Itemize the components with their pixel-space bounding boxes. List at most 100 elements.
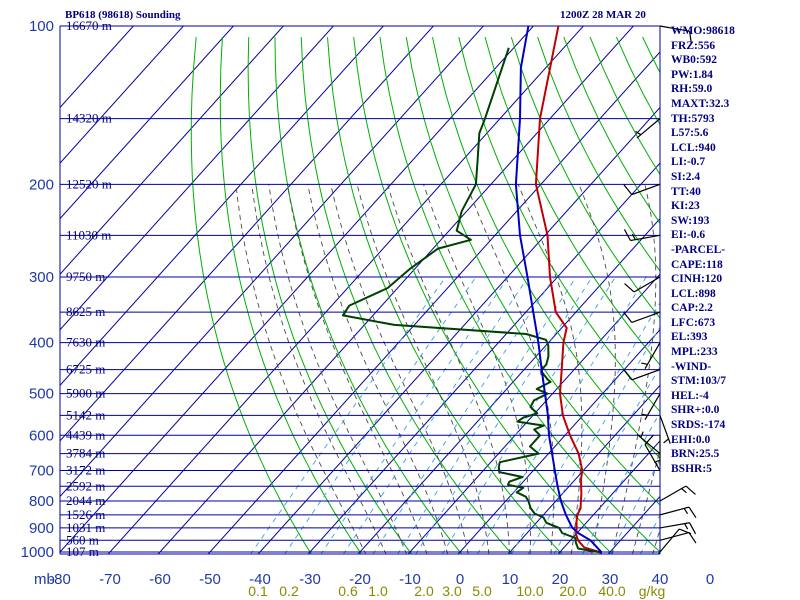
- temperature-trace: [534, 26, 603, 554]
- temperature-tick-label: 30: [602, 571, 619, 588]
- mixing-ratio-line: [510, 301, 660, 554]
- isotherm-line: [507, 384, 660, 554]
- mixing-ratio-line: [397, 276, 577, 554]
- wind-barb-half-flag: [681, 488, 687, 494]
- moist-adiabat-line: [251, 184, 387, 554]
- wind-barb: [623, 183, 661, 196]
- wind-barb-half-flag: [641, 362, 648, 365]
- temperature-tick-label: 10: [502, 571, 519, 588]
- wind-barb: [641, 342, 661, 369]
- wind-barb-flag: [623, 312, 633, 323]
- wind-barb: [659, 485, 696, 502]
- pressure-tick-label: 1000: [21, 544, 54, 561]
- sounding-index-line: EHI:0.0: [671, 433, 711, 446]
- wind-barb-staff: [659, 531, 690, 541]
- isotherm-lines: [60, 26, 660, 554]
- wind-barb-staff: [659, 25, 690, 32]
- dry-adiabat-line: [219, 37, 363, 554]
- wind-barb: [659, 528, 692, 553]
- temperature-tick-label: -20: [349, 571, 371, 588]
- height-label: 11030 m: [66, 227, 111, 242]
- isobar-lines: [59, 25, 661, 555]
- height-label: 560 m: [66, 532, 99, 547]
- height-label: 2592 m: [66, 478, 105, 493]
- sounding-index-line: MPL:233: [671, 346, 718, 359]
- moist-adiabat-lines: [235, 184, 660, 554]
- pressure-tick-label: 700: [29, 463, 54, 480]
- isotherm-line: [60, 26, 135, 109]
- pressure-tick-label: 600: [29, 427, 54, 444]
- wind-barb-flag: [689, 522, 697, 535]
- pressure-tick-label: 400: [29, 335, 54, 352]
- moist-adiabat-line: [307, 184, 449, 554]
- wind-barb-staff: [631, 311, 661, 324]
- sounding-index-line: L57:5.6: [671, 127, 709, 140]
- isotherm-line: [60, 26, 335, 331]
- isotherm-line: [207, 51, 660, 554]
- sounding-index-line: FRZ:556: [671, 39, 716, 52]
- height-label: 107 m: [66, 544, 99, 559]
- moist-adiabat-line: [466, 184, 555, 554]
- parcel-trace: [514, 26, 603, 554]
- mixing-ratio-line: [320, 276, 509, 554]
- dry-adiabat-line: [458, 36, 660, 413]
- height-label: 3172 m: [66, 463, 105, 478]
- wind-barb-half-flag: [641, 413, 648, 416]
- wind-barb-staff: [659, 415, 671, 444]
- isotherm-line: [60, 26, 535, 553]
- height-label: 5900 m: [66, 386, 105, 401]
- mixing-ratio-line: [639, 514, 660, 554]
- mixing-ratio-label: 20.0: [559, 583, 586, 599]
- wind-barb-flag: [688, 506, 697, 518]
- mixing-ratio-line: [284, 276, 477, 554]
- sounding-index-line: MAXT:32.3: [671, 97, 730, 110]
- height-label: 3784 m: [66, 446, 105, 461]
- mixing-ratio-label: 40.0: [598, 583, 625, 599]
- isotherm-line: [60, 26, 385, 387]
- mixing-ratio-label: 0.2: [279, 583, 299, 599]
- pressure-tick-label: 100: [29, 18, 54, 35]
- dry-adiabat-line: [300, 37, 513, 554]
- moist-adiabat-line: [286, 184, 428, 554]
- height-label: 1526 m: [66, 507, 105, 522]
- mixing-ratio-label: 2.0: [414, 583, 434, 599]
- sounding-index-line: WB0:592: [671, 54, 717, 67]
- wind-barb: [635, 118, 661, 139]
- wind-barb-staff: [631, 369, 661, 381]
- sounding-index-line: CINH:120: [671, 273, 723, 286]
- mixing-ratio-line: [372, 276, 555, 554]
- isotherm-line: [157, 26, 635, 554]
- wind-barb-staff: [644, 444, 661, 471]
- wind-barb-flag: [644, 434, 654, 445]
- wind-barb: [659, 506, 697, 518]
- sounding-index-line: LCL:940: [671, 141, 716, 154]
- mixing-ratio-line: [527, 326, 660, 554]
- temperature-tick-label: 0: [456, 571, 464, 588]
- wind-barb-flag: [688, 532, 697, 544]
- wind-barb-flag: [623, 369, 633, 381]
- temperature-tick-label: -30: [299, 571, 321, 588]
- sounding-index-line: STM:103/7: [671, 375, 726, 388]
- dry-adiabat-line: [537, 36, 660, 272]
- dry-adiabat-line: [405, 37, 660, 506]
- sounding-index-line: HEL:-4: [671, 389, 709, 402]
- wind-barb: [653, 435, 661, 466]
- temperature-tick-label: -40: [249, 571, 271, 588]
- wind-barb-half-flag: [663, 438, 669, 444]
- moist-adiabat-line: [423, 184, 531, 554]
- wind-barb: [644, 434, 661, 471]
- temperature-tick-label: 20: [552, 571, 569, 588]
- wind-barb: [659, 25, 692, 44]
- sounding-index-line: WMO:98618: [671, 25, 735, 37]
- isotherm-line: [60, 26, 435, 442]
- sounding-index-line: CAP:2.2: [671, 302, 713, 315]
- observation-time: 1200Z 28 MAR 20: [560, 9, 646, 21]
- pressure-tick-label: 800: [29, 493, 54, 510]
- sounding-index-line: TH:5793: [671, 112, 715, 125]
- moist-adiabat-line: [356, 184, 490, 554]
- wind-barb-half-flag: [640, 431, 644, 438]
- wind-barb: [624, 276, 661, 293]
- dry-adiabat-line: [510, 36, 660, 319]
- sounding-indices-panel: WMO:98618 FRZ:556 WB0:592 PW:1.84 RH:59.0 MAX…: [671, 24, 800, 476]
- height-label: 8625 m: [66, 304, 105, 319]
